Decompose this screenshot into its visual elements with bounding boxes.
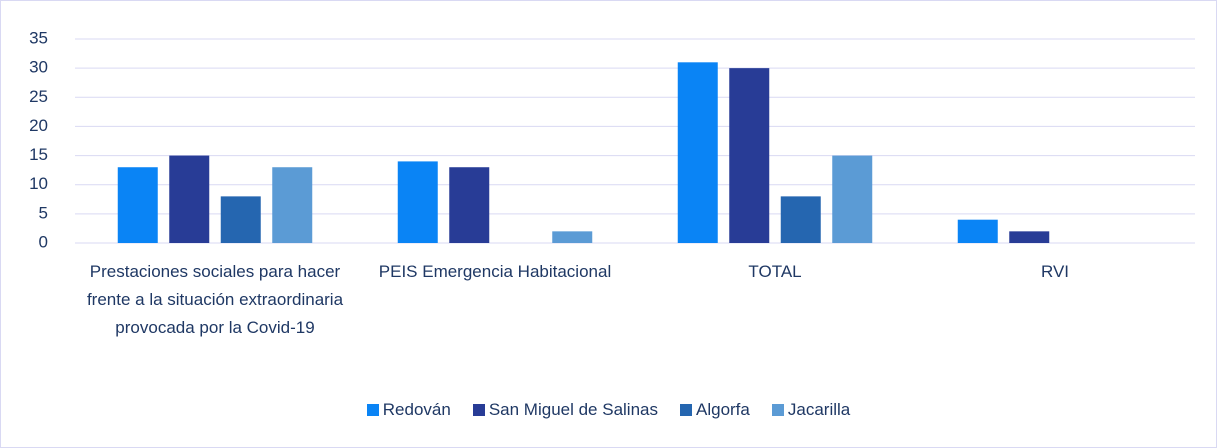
x-tick-label: PEIS Emergencia Habitacional [378,262,612,281]
y-tick-label: 5 [39,203,48,222]
bar [220,196,261,243]
x-tick-label: TOTAL [748,262,802,281]
bar [272,167,313,243]
x-tick-label: RVI [1040,262,1070,281]
bar [729,68,770,244]
bar [449,167,490,243]
legend-item: Jacarilla [771,400,851,420]
y-tick-label: 25 [29,87,48,106]
bar [169,155,210,243]
legend: Redován San Miguel de Salinas Algorfa Jacar… [0,400,1217,420]
bar [397,161,438,243]
legend-swatch [680,404,692,416]
bar [117,167,158,243]
legend-swatch [771,404,784,416]
legend-label: Redován [382,400,451,419]
legend-swatch [472,404,485,416]
bar [552,231,593,243]
y-tick-label: 15 [29,145,48,164]
bar [832,155,873,243]
y-tick-label: 20 [29,116,48,135]
y-tick-label: 10 [29,174,48,193]
x-tick-label: Prestaciones sociales para hacer frente … [86,262,344,337]
bar [780,196,821,243]
legend-label: Algorfa [696,400,750,419]
legend-swatch [366,404,379,416]
legend-item: Redován [366,400,451,420]
bar [1009,231,1050,243]
legend-item: Algorfa [680,400,750,420]
bar [677,62,718,243]
y-tick-label: 35 [29,28,48,47]
legend-label: San Miguel de Salinas [488,400,658,419]
y-tick-label: 30 [29,58,48,77]
bar [957,219,998,243]
legend-label: Jacarilla [787,400,851,419]
legend-item: San Miguel de Salinas [472,400,658,420]
y-tick-label: 0 [39,232,48,251]
